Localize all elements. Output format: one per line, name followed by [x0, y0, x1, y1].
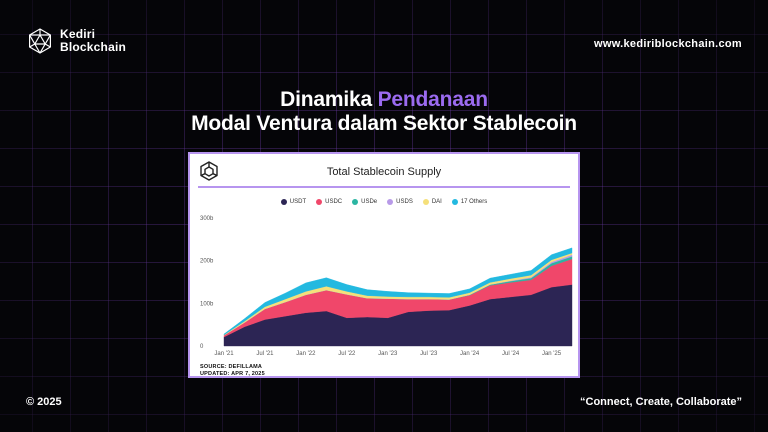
x-tick-label: Jan '23	[378, 351, 398, 357]
x-tick-label: Jul '21	[256, 351, 274, 357]
legend-label: USDS	[396, 199, 413, 205]
brand[interactable]: Kediri Blockchain	[26, 27, 126, 55]
title-divider	[198, 186, 570, 188]
x-tick-label: Jan '21	[214, 351, 234, 357]
brand-line-1: Kediri	[60, 27, 96, 41]
legend-label: USDe	[361, 199, 378, 205]
legend-swatch	[451, 199, 458, 205]
legend-label: USDC	[325, 199, 343, 205]
site-url[interactable]: www.kediriblockchain.com	[594, 38, 742, 50]
headline-line-2: Modal Ventura dalam Sektor Stablecoin	[191, 112, 577, 135]
x-tick-label: Jul '22	[338, 351, 356, 357]
y-tick-label: 100b	[200, 301, 214, 307]
legend-label: USDT	[289, 199, 307, 205]
legend-swatch	[316, 199, 323, 205]
x-tick-label: Jan '22	[296, 351, 316, 357]
y-tick-label: 200b	[200, 259, 214, 265]
brand-name: Kediri Blockchain	[60, 28, 126, 54]
legend-swatch	[352, 199, 359, 205]
chart-source: SOURCE: DEFILLAMA UPDATED: APR 7, 2025	[200, 364, 265, 377]
updated-line: UPDATED: APR 7, 2025	[200, 370, 265, 377]
legend-label: 17 Others	[460, 199, 488, 205]
area-series-17-others	[223, 247, 573, 336]
x-tick-label: Jan '25	[542, 351, 562, 357]
source-line: SOURCE: DEFILLAMA	[200, 364, 263, 370]
defillama-logo-icon	[200, 161, 218, 181]
legend-swatch	[422, 199, 429, 205]
copyright: © 2025	[26, 396, 62, 408]
legend-swatch	[280, 199, 287, 205]
legend-item-17-others[interactable]: 17 Others	[451, 199, 488, 205]
legend-item-dai[interactable]: DAI	[422, 199, 442, 205]
legend-swatch	[387, 199, 394, 205]
x-tick-label: Jul '24	[502, 351, 520, 357]
headline-line-1: Dinamika Pendanaan	[0, 88, 768, 112]
chart-legend: USDT USDC USDe USDS DAI 17 Others	[190, 199, 578, 205]
legend-label: DAI	[431, 199, 442, 205]
legend-item-usds[interactable]: USDS	[387, 199, 413, 205]
legend-item-usde[interactable]: USDe	[352, 199, 377, 205]
tagline: “Connect, Create, Collaborate”	[580, 396, 742, 408]
x-tick-label: Jul '23	[420, 351, 438, 357]
y-tick-label: 0	[200, 344, 204, 350]
headline: Dinamika Pendanaan Modal Ventura dalam S…	[0, 88, 768, 136]
legend-item-usdc[interactable]: USDC	[316, 199, 342, 205]
geodesic-sphere-icon	[28, 28, 51, 54]
chart-title: Total Stablecoin Supply	[326, 166, 442, 178]
x-tick-label: Jan '24	[460, 351, 480, 357]
legend-item-usdt[interactable]: USDT	[280, 199, 307, 205]
chart-card: Total Stablecoin Supply USDT USDC USDe USDS…	[188, 152, 580, 378]
y-tick-label: 300b	[200, 216, 214, 222]
headline-accent: Pendanaan	[377, 88, 488, 111]
chart-plot-area: 0 100b 200b 300b Jan '21 Jul '21 Jan '22 Jul '2…	[200, 216, 573, 357]
brand-line-2: Blockchain	[60, 40, 127, 54]
headline-plain: Dinamika	[280, 88, 378, 111]
